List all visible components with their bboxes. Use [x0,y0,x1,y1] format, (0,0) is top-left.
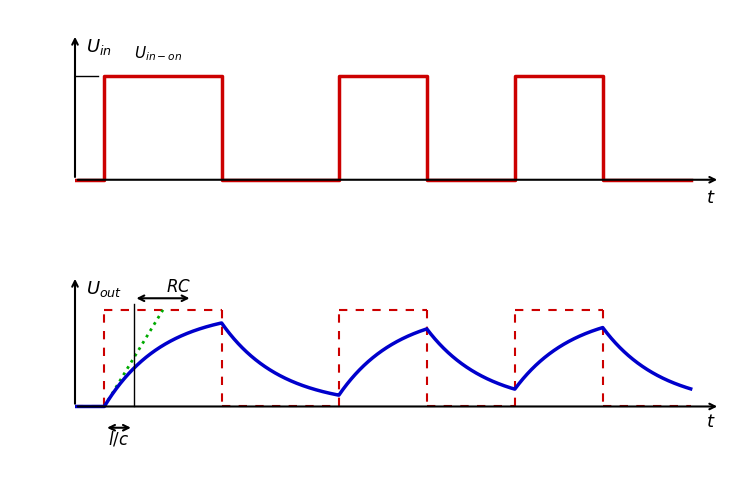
Text: $t$: $t$ [706,189,716,207]
Text: $t$: $t$ [706,413,716,431]
Text: $U_{in}$: $U_{in}$ [86,37,111,57]
Text: $RC$: $RC$ [166,278,191,296]
Text: $U_{out}$: $U_{out}$ [86,279,122,299]
Text: $U_{in-on}$: $U_{in-on}$ [134,44,182,63]
Text: $l/c$: $l/c$ [109,430,130,449]
